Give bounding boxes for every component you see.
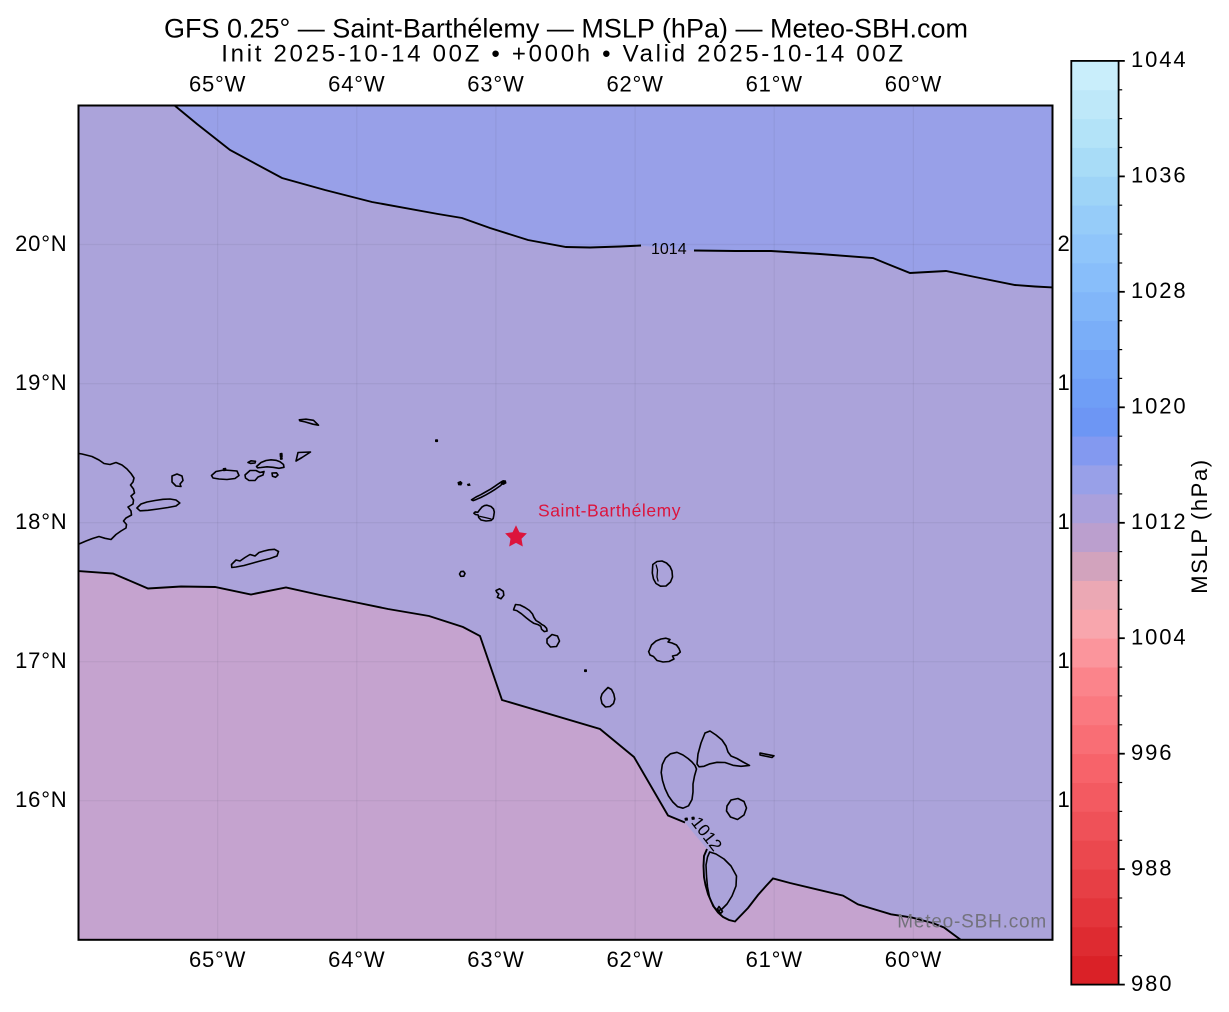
svg-text:Init 2025-10-14 00Z • +000h •: Init 2025-10-14 00Z • +000h • Valid 2025…	[221, 40, 905, 67]
svg-text:18°N: 18°N	[1058, 509, 1110, 534]
svg-text:63°W: 63°W	[467, 947, 524, 972]
svg-text:GFS 0.25° — Saint-Barthélemy —: GFS 0.25° — Saint-Barthélemy — MSLP (hPa…	[164, 13, 968, 43]
svg-text:1044: 1044	[1131, 47, 1188, 72]
svg-text:1020: 1020	[1131, 394, 1188, 419]
svg-text:64°W: 64°W	[328, 947, 385, 972]
svg-text:1014: 1014	[651, 241, 687, 258]
svg-text:20°N: 20°N	[1058, 231, 1110, 256]
svg-text:1036: 1036	[1131, 163, 1188, 188]
svg-text:61°W: 61°W	[746, 947, 803, 972]
svg-text:19°N: 19°N	[1058, 370, 1110, 395]
svg-text:Saint-Barthélemy: Saint-Barthélemy	[538, 501, 681, 521]
svg-text:17°N: 17°N	[1058, 648, 1110, 673]
svg-text:63°W: 63°W	[467, 72, 524, 97]
svg-text:61°W: 61°W	[746, 72, 803, 97]
svg-text:MSLP (hPa): MSLP (hPa)	[1187, 458, 1212, 593]
svg-text:1004: 1004	[1131, 625, 1188, 650]
svg-text:60°W: 60°W	[885, 947, 942, 972]
svg-text:18°N: 18°N	[15, 509, 67, 534]
svg-text:17°N: 17°N	[15, 648, 67, 673]
svg-text:16°N: 16°N	[15, 787, 67, 812]
svg-text:65°W: 65°W	[189, 947, 246, 972]
svg-text:65°W: 65°W	[189, 72, 246, 97]
svg-text:19°N: 19°N	[15, 370, 67, 395]
svg-text:988: 988	[1131, 855, 1173, 880]
svg-text:16°N: 16°N	[1058, 787, 1110, 812]
svg-text:62°W: 62°W	[606, 72, 663, 97]
svg-text:60°W: 60°W	[885, 72, 942, 97]
svg-text:996: 996	[1131, 740, 1173, 765]
svg-text:62°W: 62°W	[606, 947, 663, 972]
svg-text:64°W: 64°W	[328, 72, 385, 97]
svg-text:20°N: 20°N	[15, 231, 67, 256]
svg-text:1028: 1028	[1131, 278, 1188, 303]
svg-text:Meteo-SBH.com: Meteo-SBH.com	[897, 912, 1047, 933]
svg-text:980: 980	[1131, 971, 1173, 996]
svg-text:1012: 1012	[1131, 509, 1188, 534]
